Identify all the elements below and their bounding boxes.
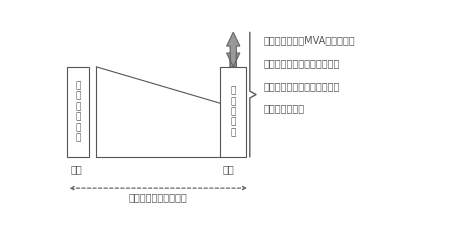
Polygon shape [227, 53, 240, 67]
Text: 加入: 加入 [71, 164, 82, 174]
Text: が増加または逆に減少するこ: が増加または逆に減少するこ [264, 81, 340, 91]
Bar [67, 67, 90, 157]
Text: 一
時
払
保
険
料: 一 時 払 保 険 料 [75, 81, 81, 142]
Polygon shape [227, 32, 240, 67]
Text: 解約: 解約 [223, 164, 235, 174]
Text: 積立期間（運用期間）: 積立期間（運用期間） [129, 192, 188, 202]
Text: 解
約
返
戻
金: 解 約 返 戻 金 [230, 87, 236, 137]
Text: 払込保険料より解約返戻金額: 払込保険料より解約返戻金額 [264, 58, 340, 68]
Text: とがあります。: とがあります。 [264, 103, 305, 113]
Bar [220, 67, 246, 157]
Text: 市場価格調整（MVA）により、: 市場価格調整（MVA）により、 [264, 36, 356, 46]
